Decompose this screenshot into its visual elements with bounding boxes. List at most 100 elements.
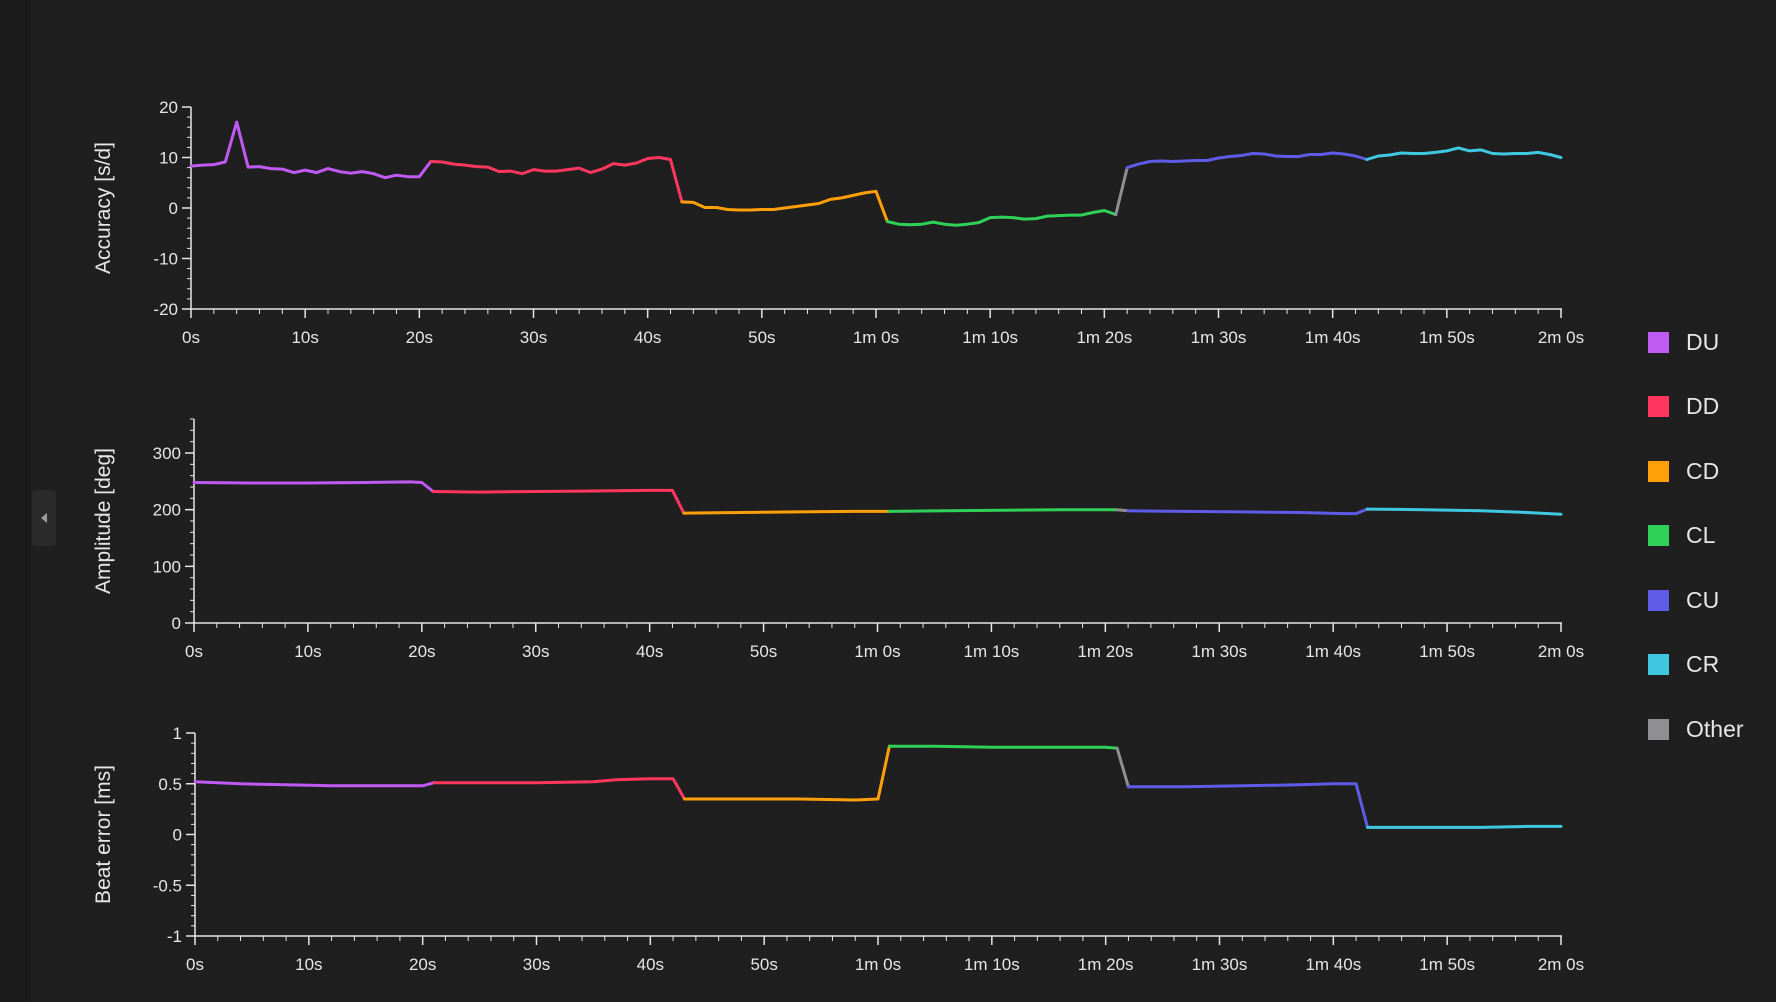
series-line-dd [429, 156, 684, 204]
legend-label: CD [1686, 457, 1720, 484]
series-line-cl [885, 209, 1118, 227]
x-tick-label: 40s [634, 328, 661, 347]
x-tick-label: 1m 30s [1192, 955, 1248, 974]
x-tick-label: 10s [295, 955, 322, 974]
series-line-other [1115, 508, 1130, 513]
series-line-cu [1125, 151, 1369, 170]
series-line-du [189, 120, 433, 180]
x-tick-label: 1m 0s [855, 955, 901, 974]
legend-item-cd: CD [1648, 439, 1768, 504]
y-tick-label: -20 [153, 300, 178, 319]
series-line-cl [887, 744, 1119, 750]
y-tick-label: 1 [173, 724, 182, 743]
x-tick-label: 1m 10s [964, 955, 1020, 974]
y-tick-label: 100 [153, 557, 181, 576]
series-line-other [1115, 746, 1130, 789]
y-axis-title: Amplitude [deg] [92, 448, 115, 594]
x-tick-label: 40s [636, 642, 663, 661]
legend-label: CU [1686, 586, 1720, 613]
x-tick-label: 1m 20s [1077, 642, 1133, 661]
y-tick-label: 0 [169, 199, 178, 218]
legend-swatch [1648, 460, 1669, 482]
legend-swatch [1648, 396, 1669, 418]
legend-swatch [1648, 331, 1669, 353]
series-line-cd [682, 509, 891, 515]
y-tick-label: 200 [153, 501, 181, 520]
legend-item-cu: CU [1648, 568, 1768, 633]
x-tick-label: 20s [406, 328, 433, 347]
x-tick-label: 1m 10s [964, 642, 1020, 661]
legend-swatch [1648, 718, 1669, 740]
series-line-cd [680, 189, 889, 224]
x-tick-label: 30s [520, 328, 547, 347]
legend-label: CR [1686, 651, 1720, 678]
x-tick-label: 1m 10s [962, 328, 1018, 347]
legend-label: CL [1686, 522, 1716, 549]
y-tick-label: 10 [159, 149, 178, 168]
x-tick-label: 10s [291, 328, 318, 347]
series-line-cr [1365, 507, 1563, 516]
x-tick-label: 2m 0s [1538, 328, 1584, 347]
y-tick-label: 20 [159, 98, 178, 117]
y-tick-label: 300 [153, 444, 181, 463]
x-tick-label: 1m 40s [1305, 955, 1361, 974]
x-tick-label: 1m 50s [1419, 955, 1475, 974]
legend-swatch [1648, 654, 1669, 676]
x-tick-label: 1m 0s [853, 328, 899, 347]
series-line-cl [887, 508, 1119, 513]
legend: DU DD CD CL CU CR Other [1648, 310, 1768, 762]
x-tick-label: 1m 30s [1191, 642, 1247, 661]
legend-label: DD [1686, 393, 1720, 420]
series-line-du [193, 780, 436, 788]
x-tick-label: 1m 40s [1305, 328, 1361, 347]
legend-item-du: DU [1648, 310, 1768, 375]
legend-item-cl: CL [1648, 504, 1768, 569]
legend-item-cr: CR [1648, 633, 1768, 698]
collapse-sidebar-button[interactable] [32, 490, 56, 546]
y-axis-title: Beat error [ms] [92, 765, 115, 904]
series-line-other [1114, 166, 1129, 217]
x-tick-label: 1m 30s [1191, 328, 1247, 347]
legend-item-other: Other [1648, 697, 1768, 762]
x-tick-label: 2m 0s [1538, 642, 1584, 661]
y-axis-title: Accuracy [s/d] [92, 142, 115, 274]
x-tick-label: 50s [750, 955, 777, 974]
x-tick-label: 1m 0s [854, 642, 900, 661]
y-tick-label: -10 [153, 250, 178, 269]
x-tick-label: 30s [523, 955, 550, 974]
x-tick-label: 20s [409, 955, 436, 974]
x-tick-label: 0s [182, 328, 200, 347]
legend-swatch [1648, 525, 1669, 547]
legend-swatch [1648, 589, 1669, 611]
accuracy-chart: -20 -10 0 10 20 0s 10s 20s 30s 40s 50s 1m 0s 1m 10s 1… [92, 98, 1584, 347]
series-line-cr [1365, 146, 1563, 161]
y-tick-label: -0.5 [153, 876, 182, 895]
y-tick-label: 0 [173, 826, 182, 845]
x-tick-label: 1m 40s [1305, 642, 1361, 661]
series-line-cr [1366, 824, 1563, 829]
x-tick-label: 1m 20s [1076, 328, 1132, 347]
x-tick-label: 0s [185, 642, 203, 661]
left-panel-edge [0, 0, 31, 1002]
legend-label: Other [1686, 715, 1744, 742]
x-tick-label: 50s [748, 328, 775, 347]
x-tick-label: 10s [294, 642, 321, 661]
x-tick-label: 1m 20s [1078, 955, 1134, 974]
x-tick-label: 1m 50s [1419, 642, 1475, 661]
x-tick-label: 50s [750, 642, 777, 661]
chevron-left-icon [41, 513, 47, 523]
series-line-dd [431, 488, 686, 515]
y-tick-label: 0 [172, 614, 181, 633]
x-tick-label: 20s [408, 642, 435, 661]
x-tick-label: 40s [637, 955, 664, 974]
legend-item-dd: DD [1648, 375, 1768, 440]
series-line-cd [683, 744, 891, 802]
legend-label: DU [1686, 328, 1720, 355]
x-tick-label: 1m 50s [1419, 328, 1475, 347]
x-tick-label: 30s [522, 642, 549, 661]
series-line-cu [1126, 782, 1369, 829]
x-tick-label: 0s [186, 955, 204, 974]
y-tick-label: 0.5 [158, 775, 182, 794]
